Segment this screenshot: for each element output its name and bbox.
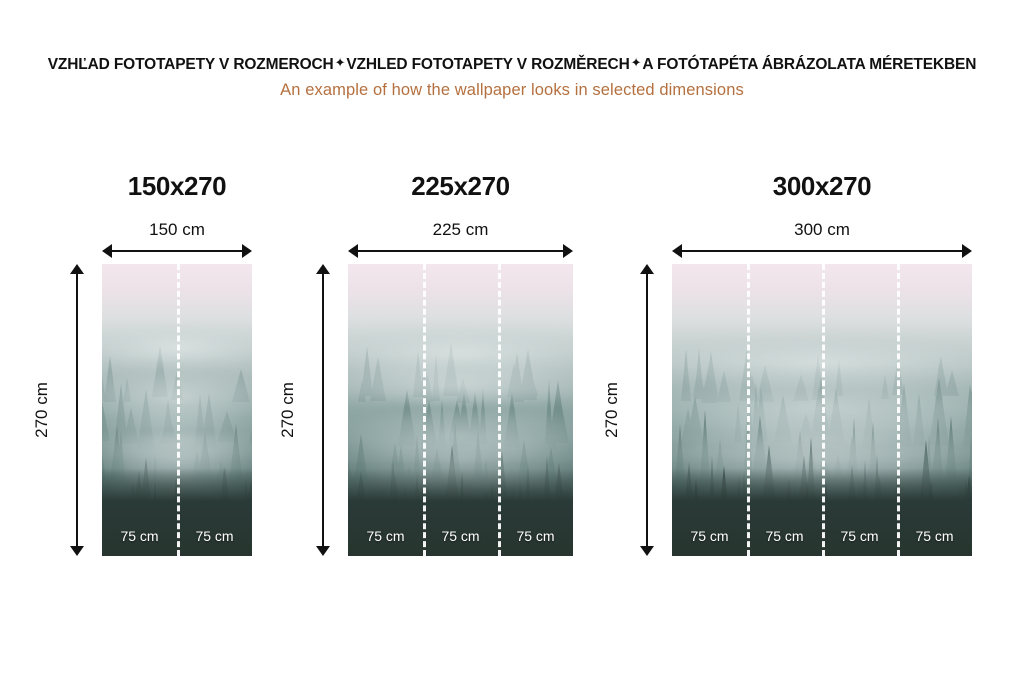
segment-width-label: 75 cm: [765, 528, 804, 544]
title-segment-sk: VZHĽAD FOTOTAPETY V ROZMEROCH: [47, 56, 334, 73]
wallpaper-preview-image[interactable]: 75 cm 75 cm 75 cm: [348, 264, 573, 556]
segment-width-label: 75 cm: [690, 528, 729, 544]
segment-width-label: 75 cm: [441, 528, 480, 544]
height-label: 270 cm: [278, 382, 297, 438]
arrowhead-left-icon: [348, 244, 358, 258]
panel-seam-divider: [498, 264, 501, 556]
panel-seam-divider: [897, 264, 900, 556]
panel-seam-divider: [423, 264, 426, 556]
arrowhead-right-icon: [242, 244, 252, 258]
width-dimension-arrow: [672, 244, 972, 258]
panel-seam-divider: [747, 264, 750, 556]
arrowhead-left-icon: [102, 244, 112, 258]
segment-width-label: 75 cm: [195, 528, 234, 544]
page-title: VZHĽAD FOTOTAPETY V ROZMEROCH✦VZHLED FOT…: [0, 56, 1024, 74]
arrowhead-down-icon: [70, 546, 84, 556]
arrow-shaft: [355, 250, 566, 252]
forest-floor: [348, 468, 573, 556]
panel-seam-divider: [177, 264, 180, 556]
arrow-shaft: [679, 250, 965, 252]
title-segment-cz: VZHLED FOTOTAPETY V ROZMĚRECH: [346, 56, 630, 73]
sparkle-icon: ✦: [334, 55, 346, 70]
wallpaper-preview-image[interactable]: 75 cm 75 cm 75 cm 75 cm: [672, 264, 972, 556]
arrowhead-down-icon: [316, 546, 330, 556]
arrowhead-right-icon: [962, 244, 972, 258]
mist-band: [348, 362, 573, 407]
segment-width-label: 75 cm: [516, 528, 555, 544]
panel-title: 150x270: [127, 171, 227, 201]
width-label: 150 cm: [149, 220, 205, 239]
segment-width-label: 75 cm: [840, 528, 879, 544]
arrow-shaft: [646, 271, 648, 549]
height-dimension-arrow: [70, 264, 84, 556]
title-segment-hu: A FOTÓTAPÉTA ÁBRÁZOLATA MÉRETEKBEN: [642, 56, 977, 73]
height-dimension-arrow: [316, 264, 330, 556]
arrowhead-left-icon: [672, 244, 682, 258]
height-label: 270 cm: [32, 382, 51, 438]
arrow-shaft: [322, 271, 324, 549]
panel-title: 225x270: [411, 171, 510, 201]
arrowhead-down-icon: [640, 546, 654, 556]
arrowhead-up-icon: [316, 264, 330, 274]
arrow-shaft: [76, 271, 78, 549]
segment-width-label: 75 cm: [915, 528, 954, 544]
panel-title: 300x270: [772, 171, 872, 201]
arrowhead-up-icon: [640, 264, 654, 274]
segment-width-label: 75 cm: [120, 528, 159, 544]
arrowhead-up-icon: [70, 264, 84, 274]
height-dimension-arrow: [640, 264, 654, 556]
width-label: 300 cm: [794, 220, 850, 239]
width-label: 225 cm: [432, 220, 489, 239]
panel-seam-divider: [822, 264, 825, 556]
width-dimension-arrow: [102, 244, 252, 258]
wallpaper-preview-image[interactable]: 75 cm 75 cm: [102, 264, 252, 556]
sparkle-icon: ✦: [630, 55, 642, 70]
arrow-shaft: [109, 250, 245, 252]
width-dimension-arrow: [348, 244, 573, 258]
size-panel[interactable]: 150x270 150 cm 75 cm 75 cm 270 cm: [32, 0, 252, 680]
page-subtitle: An example of how the wallpaper looks in…: [280, 81, 744, 99]
segment-width-label: 75 cm: [366, 528, 405, 544]
size-panel[interactable]: 300x270 300 cm 75 cm 75 cm 75 cm 75 cm 270 cm: [602, 0, 972, 680]
size-panel[interactable]: 225x270 225 cm 75 cm 75 cm 75 cm 270 cm: [278, 0, 573, 680]
height-label: 270 cm: [602, 382, 621, 438]
arrowhead-right-icon: [563, 244, 573, 258]
